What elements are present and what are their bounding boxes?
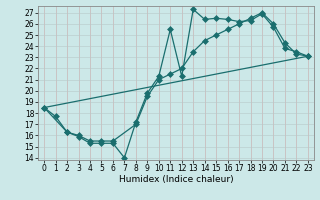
X-axis label: Humidex (Indice chaleur): Humidex (Indice chaleur) — [119, 175, 233, 184]
